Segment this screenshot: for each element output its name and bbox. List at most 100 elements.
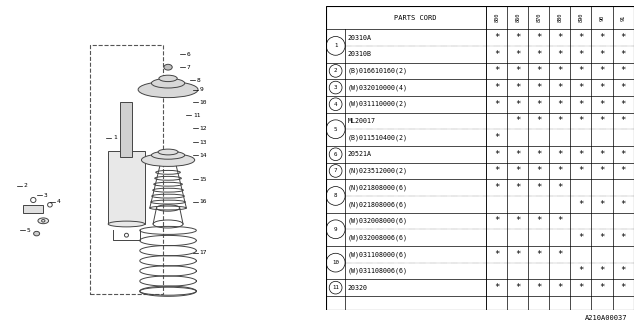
Text: (W)031108006(6): (W)031108006(6) [348,268,408,274]
Text: *: * [536,150,541,159]
Text: *: * [579,50,584,59]
Text: 8: 8 [334,193,337,198]
Text: 6: 6 [186,52,190,57]
Text: *: * [536,183,541,192]
Text: *: * [536,33,541,42]
Text: *: * [620,83,626,92]
Text: *: * [557,150,563,159]
Text: *: * [579,267,584,276]
Text: 20521A: 20521A [348,151,372,157]
Text: *: * [620,33,626,42]
Text: *: * [557,33,563,42]
Text: PARTS CORD: PARTS CORD [394,15,436,21]
Text: (W)032008006(6): (W)032008006(6) [348,234,408,241]
Text: 16: 16 [200,199,207,204]
Text: *: * [494,33,499,42]
Text: 14: 14 [200,153,207,158]
Ellipse shape [38,218,49,224]
Text: *: * [515,100,520,109]
Text: *: * [515,66,520,76]
Text: *: * [579,66,584,76]
Text: *: * [494,83,499,92]
Text: *: * [620,283,626,292]
Ellipse shape [42,220,45,222]
Text: 1: 1 [113,135,117,140]
Text: *: * [579,116,584,125]
Text: 870: 870 [536,13,541,22]
Text: 20310A: 20310A [348,35,372,41]
Text: *: * [515,250,520,259]
Text: 7: 7 [186,65,190,70]
Text: 11: 11 [193,113,200,118]
Text: 20310B: 20310B [348,51,372,57]
Text: 91: 91 [621,15,625,21]
Text: *: * [494,133,499,142]
Text: 1: 1 [334,44,337,48]
Text: 8: 8 [196,77,200,83]
Text: *: * [620,150,626,159]
Text: *: * [515,183,520,192]
Text: *: * [599,66,605,76]
Ellipse shape [152,78,185,88]
Text: *: * [536,50,541,59]
Text: *: * [557,250,563,259]
Text: *: * [557,100,563,109]
Text: *: * [515,216,520,226]
Text: *: * [536,83,541,92]
Text: (W)031110000(2): (W)031110000(2) [348,101,408,108]
Text: *: * [599,83,605,92]
Ellipse shape [158,149,178,155]
Text: *: * [620,116,626,125]
Ellipse shape [138,82,198,98]
Text: A210A00037: A210A00037 [585,315,627,320]
Text: (N)021808006(6): (N)021808006(6) [348,201,408,208]
Text: *: * [579,33,584,42]
Text: 20320: 20320 [348,285,368,291]
Text: 3: 3 [334,85,337,90]
Text: *: * [515,33,520,42]
Text: 5: 5 [27,228,30,233]
Ellipse shape [108,221,145,227]
Text: *: * [557,116,563,125]
Text: *: * [599,33,605,42]
Text: *: * [620,66,626,76]
Text: 5: 5 [334,127,337,132]
Text: *: * [536,250,541,259]
Text: ML20017: ML20017 [348,118,376,124]
Text: 9: 9 [334,227,337,232]
Text: *: * [620,166,626,175]
Text: 13: 13 [200,140,207,145]
Text: *: * [579,233,584,242]
Text: (N)021808000(6): (N)021808000(6) [348,184,408,191]
Text: *: * [494,66,499,76]
FancyBboxPatch shape [120,102,132,157]
Text: *: * [620,200,626,209]
Text: 7: 7 [334,168,337,173]
Text: *: * [579,100,584,109]
Text: *: * [515,83,520,92]
Text: *: * [620,50,626,59]
Text: *: * [579,83,584,92]
Text: *: * [599,200,605,209]
Text: 11: 11 [332,285,339,290]
Text: *: * [494,216,499,226]
Text: 800: 800 [494,13,499,22]
Text: *: * [579,283,584,292]
Ellipse shape [141,154,195,166]
Text: *: * [557,66,563,76]
Text: 10: 10 [200,100,207,105]
Ellipse shape [164,64,172,70]
Text: *: * [494,166,499,175]
Text: *: * [579,200,584,209]
Text: *: * [536,283,541,292]
Text: *: * [557,183,563,192]
Text: *: * [536,166,541,175]
Text: *: * [494,50,499,59]
Ellipse shape [159,75,177,82]
Text: *: * [494,183,499,192]
Text: (N)023512000(2): (N)023512000(2) [348,168,408,174]
Text: *: * [515,283,520,292]
Text: *: * [515,150,520,159]
Text: 4: 4 [334,102,337,107]
Text: 12: 12 [200,125,207,131]
